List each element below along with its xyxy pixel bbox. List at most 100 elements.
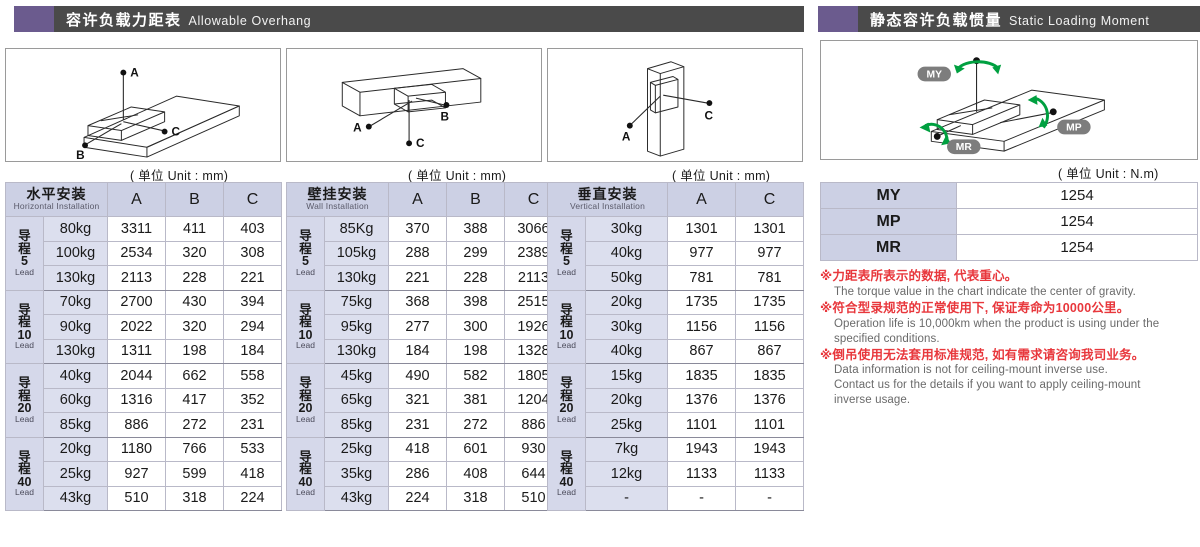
table-row: 导程 5 Lead 85Kg 370 388 3066 (286, 216, 563, 291)
table-title-en: Vertical Installation (569, 200, 646, 211)
column-header-b: B (165, 182, 224, 217)
lead-word-cn2: 程 (299, 462, 312, 477)
value-cell-a: 2534 (107, 240, 166, 266)
table-row: 20kg 1376 1376 (548, 387, 805, 413)
note-text-cn: ※符合型录规范的正常使用下, 保证寿命为10000公里。 (820, 300, 1130, 315)
header-text-group: 静态容许负载惯量 Static Loading Moment (858, 9, 1149, 30)
value-cell-a: 867 (667, 338, 737, 364)
axis-label-a: A (622, 130, 631, 143)
table-static-loading-moment: MY 1254 MP 1254 MR 1254 (820, 182, 1198, 261)
value-cell-b: 320 (165, 240, 224, 266)
axis-label-b: B (76, 149, 85, 161)
value-cell-a: 1735 (667, 289, 737, 315)
load-weight-cell: - (584, 485, 669, 511)
header-accent-block (14, 6, 54, 32)
lead-group-40: 导程 40 Lead (286, 436, 325, 511)
lead-word-cn2: 程 (560, 241, 573, 256)
table-title-en: Wall Installation (306, 200, 369, 211)
vertical-rail-illustration: A C (622, 61, 713, 157)
moment-label-mr: MR (947, 139, 981, 155)
value-cell-b: 318 (446, 485, 505, 511)
value-cell-a: 184 (388, 338, 447, 364)
lead-value: 10 (298, 327, 313, 342)
lead-word-cn2: 程 (299, 388, 312, 403)
table-row: 导程 10 Lead 20kg 1735 1735 (547, 289, 805, 364)
load-weight-cell: 35kg (324, 461, 389, 487)
value-cell-b: 272 (446, 412, 505, 438)
lead-word-cn2: 程 (18, 388, 31, 403)
value-cell-b: 198 (165, 338, 224, 364)
table-wall-installation: 壁挂安装 Wall Installation A B C 导程 5 Lead 85Kg 370 38… (286, 182, 563, 511)
lead-word-en: Lead (15, 266, 34, 277)
load-weight-cell: 30kg (584, 216, 669, 242)
svg-text:MY: MY (927, 69, 943, 80)
table-row: 105kg 288 299 2389 (287, 240, 563, 266)
lead-value: 20 (17, 401, 32, 416)
header-text-group: 容许负载力距表 Allowable Overhang (54, 9, 311, 30)
load-weight-cell: 25kg (43, 461, 108, 487)
lead-word-cn: 导 (18, 229, 31, 244)
value-cell-c: 781 (735, 265, 805, 291)
lead-word-cn: 导 (560, 302, 573, 317)
header-title-cn: 静态容许负载惯量 (870, 11, 1003, 29)
section-header-allowable-overhang: 容许负载力距表 Allowable Overhang (14, 6, 804, 32)
unit-caption-wall: ( 单位 Unit : mm) (408, 169, 507, 183)
value-cell-a: 224 (388, 485, 447, 511)
value-cell-a: 510 (107, 485, 166, 511)
table-row: 35kg 286 408 644 (287, 461, 563, 487)
value-cell-c: 221 (223, 265, 282, 291)
lead-word-en: Lead (15, 340, 34, 351)
lead-word-cn: 导 (560, 229, 573, 244)
unit-caption-vertical: ( 单位 Unit : mm) (672, 169, 771, 183)
value-cell-a: 368 (388, 289, 447, 315)
lead-word-en: Lead (557, 340, 576, 351)
moment-value: 1254 (956, 234, 1198, 261)
lead-word-cn2: 程 (299, 315, 312, 330)
table-title-cell: 垂直安装 Vertical Installation (546, 182, 669, 217)
load-weight-cell: 45kg (324, 363, 389, 389)
load-weight-cell: 100kg (43, 240, 108, 266)
value-cell-c: 1376 (735, 387, 805, 413)
value-cell-b: 599 (165, 461, 224, 487)
lead-word-cn: 导 (299, 302, 312, 317)
lead-value: 40 (17, 474, 32, 489)
value-cell-a: 221 (388, 265, 447, 291)
moment-label: MR (820, 234, 957, 261)
lead-word-en: Lead (296, 340, 315, 351)
header-accent-block (818, 6, 858, 32)
table-row: 导程 20 Lead 40kg 2044 662 558 (5, 363, 282, 438)
moment-label: MY (820, 182, 957, 209)
value-cell-a: 1156 (667, 314, 737, 340)
value-cell-b: 300 (446, 314, 505, 340)
diagram-wall-installation: A B C (286, 48, 542, 162)
value-cell-c: 533 (223, 436, 282, 462)
lead-value: 20 (298, 401, 313, 416)
axis-label-a: A (353, 122, 362, 135)
lead-word-cn2: 程 (18, 315, 31, 330)
table-row: 40kg 867 867 (548, 338, 805, 364)
table-row: --- (548, 485, 805, 511)
value-cell-c: 1101 (735, 412, 805, 438)
lead-value: 10 (559, 327, 574, 342)
lead-word-en: Lead (557, 487, 576, 498)
axis-label-c: C (171, 125, 180, 138)
value-cell-a: 1133 (667, 461, 737, 487)
lead-word-cn: 导 (560, 376, 573, 391)
lead-group-10: 导程 10 Lead (547, 289, 586, 364)
value-cell-b: 766 (165, 436, 224, 462)
value-cell-a: 1301 (667, 216, 737, 242)
lead-word-cn: 导 (18, 376, 31, 391)
table-row: 130kg 2113 228 221 (6, 265, 282, 291)
lead-word-cn2: 程 (299, 241, 312, 256)
load-weight-cell: 95kg (324, 314, 389, 340)
value-cell-b: 272 (165, 412, 224, 438)
lead-word-cn: 导 (18, 302, 31, 317)
lead-value: 20 (559, 401, 574, 416)
table-row: 导程 20 Lead 15kg 1835 1835 (547, 363, 805, 438)
load-weight-cell: 65kg (324, 387, 389, 413)
value-cell-b: 299 (446, 240, 505, 266)
table-row: 85kg 886 272 231 (6, 412, 282, 438)
lead-value: 40 (559, 474, 574, 489)
diagram-horizontal-installation: A C B (5, 48, 281, 162)
